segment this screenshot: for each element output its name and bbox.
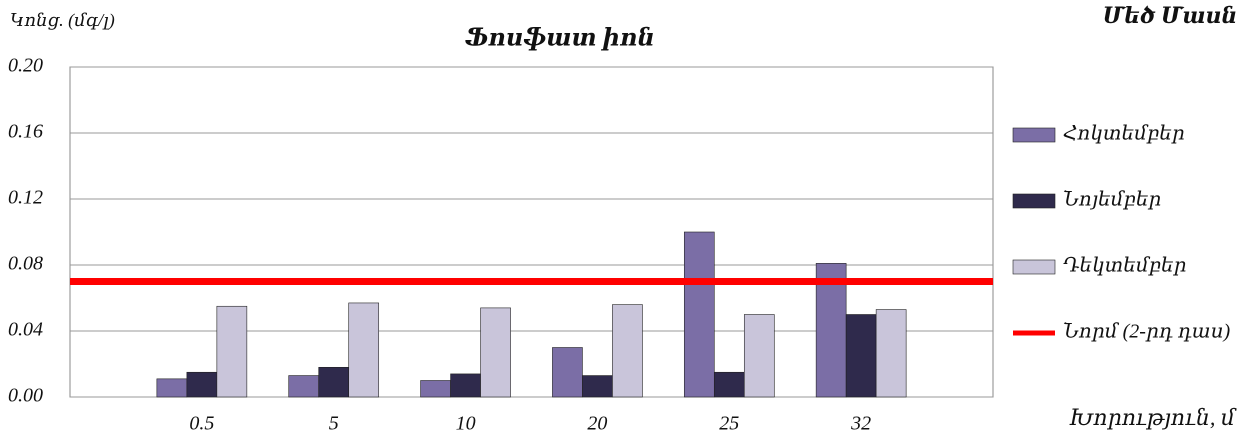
legend-label: Նոյեմբեր — [1063, 189, 1161, 211]
y-tick-label: 0.08 — [8, 253, 43, 275]
legend-swatch — [1012, 259, 1056, 275]
legend-label: Դեկտեմբեր — [1063, 255, 1187, 277]
bar — [348, 302, 380, 398]
bar — [713, 371, 745, 398]
x-axis-label: Խորություն, մ — [1069, 405, 1237, 430]
x-tick-label: 32 — [850, 413, 871, 435]
x-tick-label: 10 — [456, 413, 476, 435]
bar — [156, 378, 188, 398]
subtitle: Մեծ Մասն — [1103, 3, 1238, 28]
x-tick-label: 5 — [329, 413, 339, 435]
bar — [318, 366, 350, 398]
chart-title: Ֆոսֆատ իոն — [465, 26, 655, 52]
bar — [582, 375, 613, 398]
bar — [845, 314, 877, 398]
bar — [288, 375, 320, 398]
legend-label: Նորմ (2-րդ դաս) — [1063, 321, 1230, 343]
bar — [552, 347, 583, 398]
x-tick-label: 20 — [587, 413, 607, 435]
bar — [186, 371, 218, 398]
bar — [612, 304, 643, 398]
legend-label: Հոկտեմբեր — [1063, 123, 1185, 145]
bar — [683, 231, 715, 398]
bar — [216, 305, 248, 398]
x-tick-label: 25 — [719, 413, 739, 435]
y-tick-label: 0.00 — [8, 385, 43, 407]
bar — [743, 314, 775, 398]
bar — [450, 373, 481, 398]
bar — [815, 263, 847, 398]
legend-swatch — [1012, 127, 1056, 143]
bar — [420, 380, 451, 398]
y-tick-label: 0.20 — [8, 55, 43, 77]
x-tick-label: 0.5 — [189, 413, 214, 435]
bar — [480, 307, 511, 398]
bar — [875, 309, 907, 398]
y-tick-label: 0.16 — [8, 121, 43, 143]
y-tick-label: 0.12 — [8, 187, 43, 209]
y-axis-label: Կոնց. (մգ/լ) — [10, 10, 115, 31]
y-tick-label: 0.04 — [8, 319, 43, 341]
legend-swatch — [1012, 193, 1056, 209]
